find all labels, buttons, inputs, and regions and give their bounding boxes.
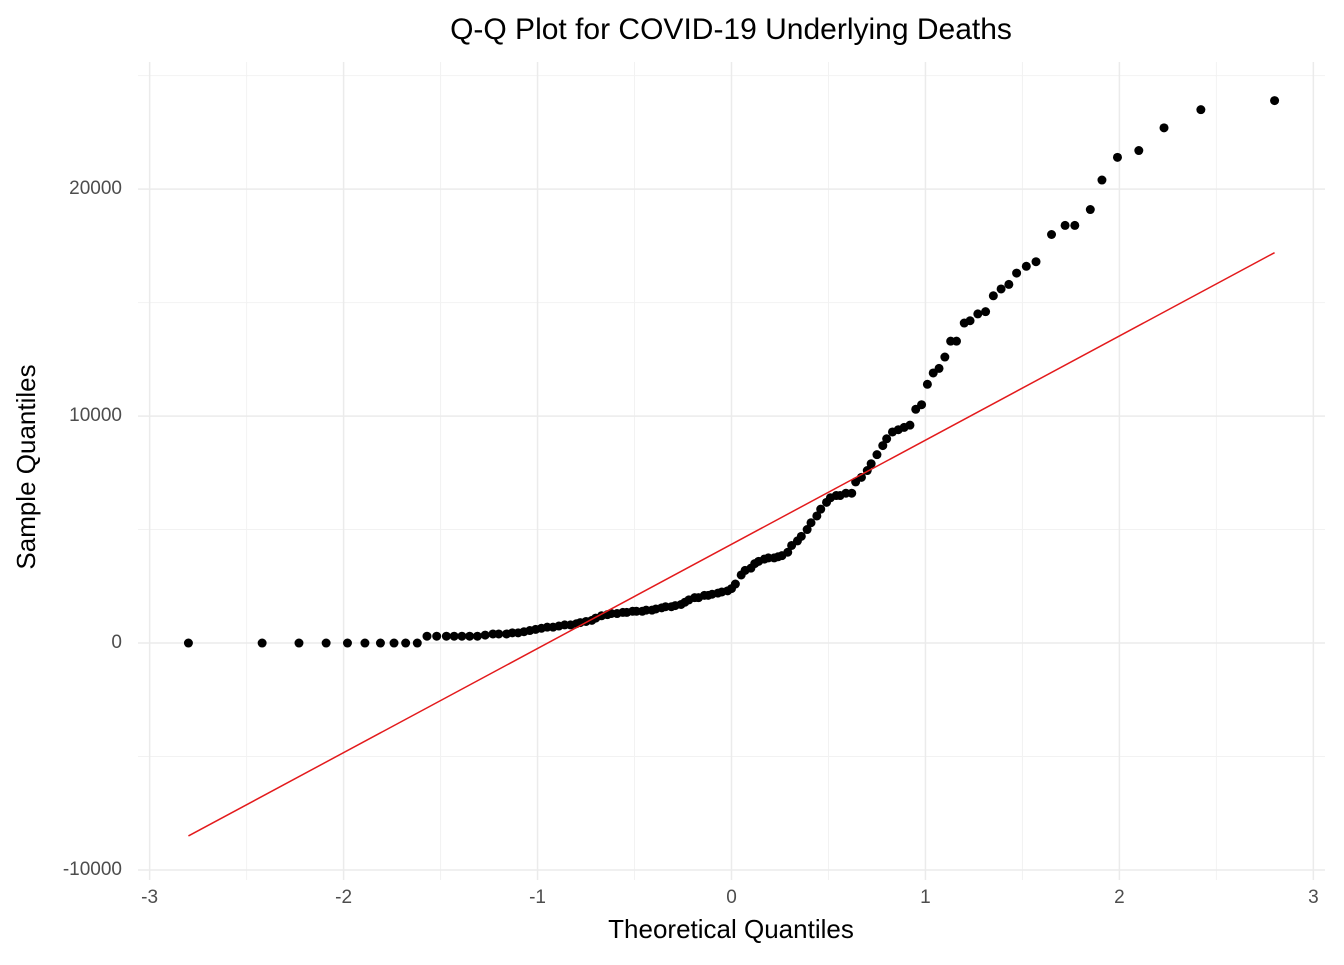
point: [878, 441, 888, 451]
point: [1004, 279, 1014, 289]
point: [806, 518, 816, 528]
point: [1196, 105, 1206, 115]
point: [872, 450, 882, 460]
point: [1112, 152, 1122, 162]
x-tick-label: -2: [335, 887, 352, 908]
x-axis-label: Theoretical Quantiles: [608, 914, 854, 944]
point: [1085, 205, 1095, 215]
point: [796, 531, 806, 541]
point: [934, 363, 944, 373]
point: [457, 631, 467, 641]
y-tick-label: 20000: [69, 178, 122, 199]
point: [981, 307, 991, 317]
y-tick-label: -10000: [63, 859, 122, 880]
point: [432, 631, 442, 641]
point: [1097, 175, 1107, 185]
x-tick-label: 0: [726, 887, 737, 908]
point: [401, 638, 411, 648]
point: [422, 631, 432, 641]
point: [1070, 220, 1080, 230]
reference-line: [188, 251, 1275, 837]
point: [183, 638, 193, 648]
point: [816, 504, 826, 514]
point: [940, 352, 950, 362]
point: [494, 629, 504, 639]
point: [1134, 146, 1144, 156]
point: [294, 638, 304, 648]
point: [465, 631, 475, 641]
point: [1012, 268, 1022, 278]
x-tick-label: 1: [920, 887, 931, 908]
point: [1021, 261, 1031, 271]
y-tick-label: 10000: [69, 405, 122, 426]
point: [449, 631, 459, 641]
point: [1060, 220, 1070, 230]
point: [257, 638, 267, 648]
y-tick-label: 0: [111, 632, 122, 653]
point: [973, 309, 983, 319]
point: [882, 434, 892, 444]
x-tick-label: 3: [1308, 887, 1319, 908]
point: [866, 459, 876, 469]
y-axis-label: Sample Quantiles: [11, 364, 41, 569]
point: [951, 336, 961, 346]
point: [812, 511, 822, 521]
point: [1031, 257, 1041, 267]
point: [441, 631, 451, 641]
point: [965, 316, 975, 326]
point: [375, 638, 385, 648]
point: [472, 631, 482, 641]
point: [321, 638, 331, 648]
point: [389, 638, 399, 648]
chart-title: Q-Q Plot for COVID-19 Underlying Deaths: [450, 13, 1012, 46]
point: [480, 630, 490, 640]
x-tick-label: 2: [1114, 887, 1125, 908]
point: [996, 284, 1006, 294]
point: [730, 579, 740, 589]
x-tick-label: -3: [141, 887, 158, 908]
point: [783, 547, 793, 557]
point: [802, 525, 812, 535]
point: [922, 379, 932, 389]
x-tick-label: -1: [529, 887, 546, 908]
point: [1047, 229, 1057, 239]
point: [342, 638, 352, 648]
point: [917, 400, 927, 410]
point: [847, 488, 857, 498]
point: [1270, 96, 1280, 106]
point: [905, 420, 915, 430]
point: [988, 291, 998, 301]
point: [360, 638, 370, 648]
point: [1159, 123, 1169, 133]
point: [412, 638, 422, 648]
